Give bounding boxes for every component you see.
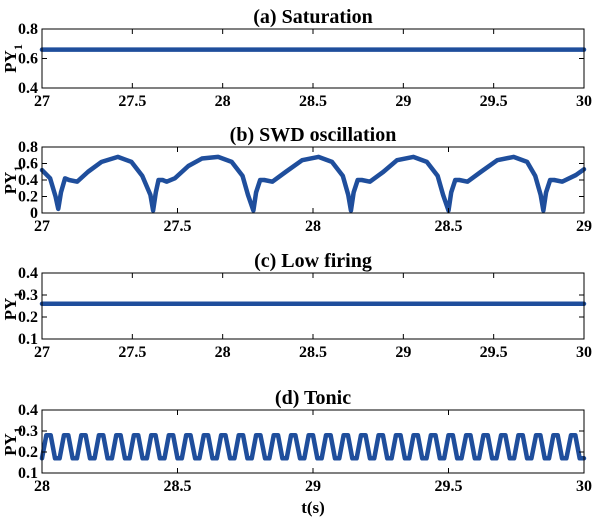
x-tick-label: 30 xyxy=(576,93,592,110)
y-tick-label: 0.6 xyxy=(18,156,38,173)
y-axis-label: PY1 xyxy=(1,427,25,456)
y-axis-label: PY1 xyxy=(1,292,25,321)
x-tick-label: 29.5 xyxy=(435,478,463,495)
x-tick-label: 28 xyxy=(305,218,321,235)
y-tick-label: 0.4 xyxy=(18,265,38,282)
series-line xyxy=(39,154,587,213)
y-axis-label-sub: 1 xyxy=(11,292,25,298)
y-axis-label: PY1 xyxy=(1,166,25,195)
y-tick-label: 0.2 xyxy=(18,309,38,326)
y-tick-label: 0.1 xyxy=(18,465,38,482)
axes-frame xyxy=(41,28,585,89)
y-axis-label: PY1 xyxy=(1,44,25,73)
y-tick-label: 0.4 xyxy=(18,80,38,97)
y-tick-label: 0.8 xyxy=(18,139,38,156)
x-tick-label: 27 xyxy=(34,93,50,110)
chart-panel: 27 27.5 28 28.5 29 00.20.40.60.8 (b) SWD oscil… xyxy=(1,124,592,235)
y-tick-label: 0.4 xyxy=(18,172,38,189)
x-tick-label: 27 xyxy=(34,344,50,361)
x-tick-label: 27.5 xyxy=(118,344,146,361)
y-tick-label: 0.6 xyxy=(18,51,38,68)
x-tick-label: 27.5 xyxy=(164,218,192,235)
chart-panel: 27 27.5 28 28.5 29 29.5 30 0.1 0.2 0.3 0.4 (c) Low … xyxy=(1,250,592,361)
y-tick-label: 0.1 xyxy=(18,331,38,348)
x-tick-label: 30 xyxy=(576,344,592,361)
y-tick-label: 0.4 xyxy=(18,402,38,419)
x-tick-label: 30 xyxy=(576,478,592,495)
chart-title: (b) SWD oscillation xyxy=(230,124,397,146)
x-tick-label: 28.5 xyxy=(299,93,327,110)
y-axis-label-main: PY xyxy=(1,433,20,456)
x-tick-label: 28 xyxy=(34,478,50,495)
y-tick-label: 0.3 xyxy=(18,287,38,304)
chart-title: (d) Tonic xyxy=(275,387,351,409)
y-tick-label: 0.8 xyxy=(18,21,38,38)
x-tick-label: 29 xyxy=(576,218,592,235)
y-axis-label-sub: 1 xyxy=(11,44,25,50)
y-axis-label-main: PY xyxy=(1,298,20,321)
chart-panel: 27 27.5 28 28.5 29 29.5 30 0.4 0.6 0.8 (a) Saturat… xyxy=(1,6,592,110)
chart-title: (a) Saturation xyxy=(253,6,372,28)
x-tick-label: 28 xyxy=(215,93,231,110)
y-tick-label: 0.3 xyxy=(18,423,38,440)
y-axis-label-main: PY xyxy=(1,172,20,195)
x-tick-label: 28 xyxy=(215,344,231,361)
y-axis-label-sub: 1 xyxy=(11,166,25,172)
x-tick-label: 29 xyxy=(305,478,321,495)
y-tick-label: 0.2 xyxy=(18,189,38,206)
x-tick-label: 29.5 xyxy=(480,93,508,110)
y-tick-label: 0 xyxy=(30,205,38,222)
x-tick-label: 29.5 xyxy=(480,344,508,361)
x-tick-label: 28.5 xyxy=(299,344,327,361)
x-tick-label: 27 xyxy=(34,218,50,235)
chart-panel: 28 28.5 29 29.5 30 0.1 0.2 0.3 0.4 (d) Tonic PY1 t(… xyxy=(1,387,592,517)
x-axis-label: t(s) xyxy=(301,498,325,517)
x-tick-label: 27.5 xyxy=(118,93,146,110)
series-line xyxy=(39,432,587,461)
y-axis-label-main: PY xyxy=(1,50,20,73)
chart-title: (c) Low firing xyxy=(254,250,372,272)
x-tick-label: 29 xyxy=(395,93,411,110)
x-tick-label: 28.5 xyxy=(435,218,463,235)
x-tick-label: 29 xyxy=(395,344,411,361)
y-tick-label: 0.2 xyxy=(18,444,38,461)
x-tick-label: 28.5 xyxy=(164,478,192,495)
y-axis-label-sub: 1 xyxy=(11,427,25,433)
